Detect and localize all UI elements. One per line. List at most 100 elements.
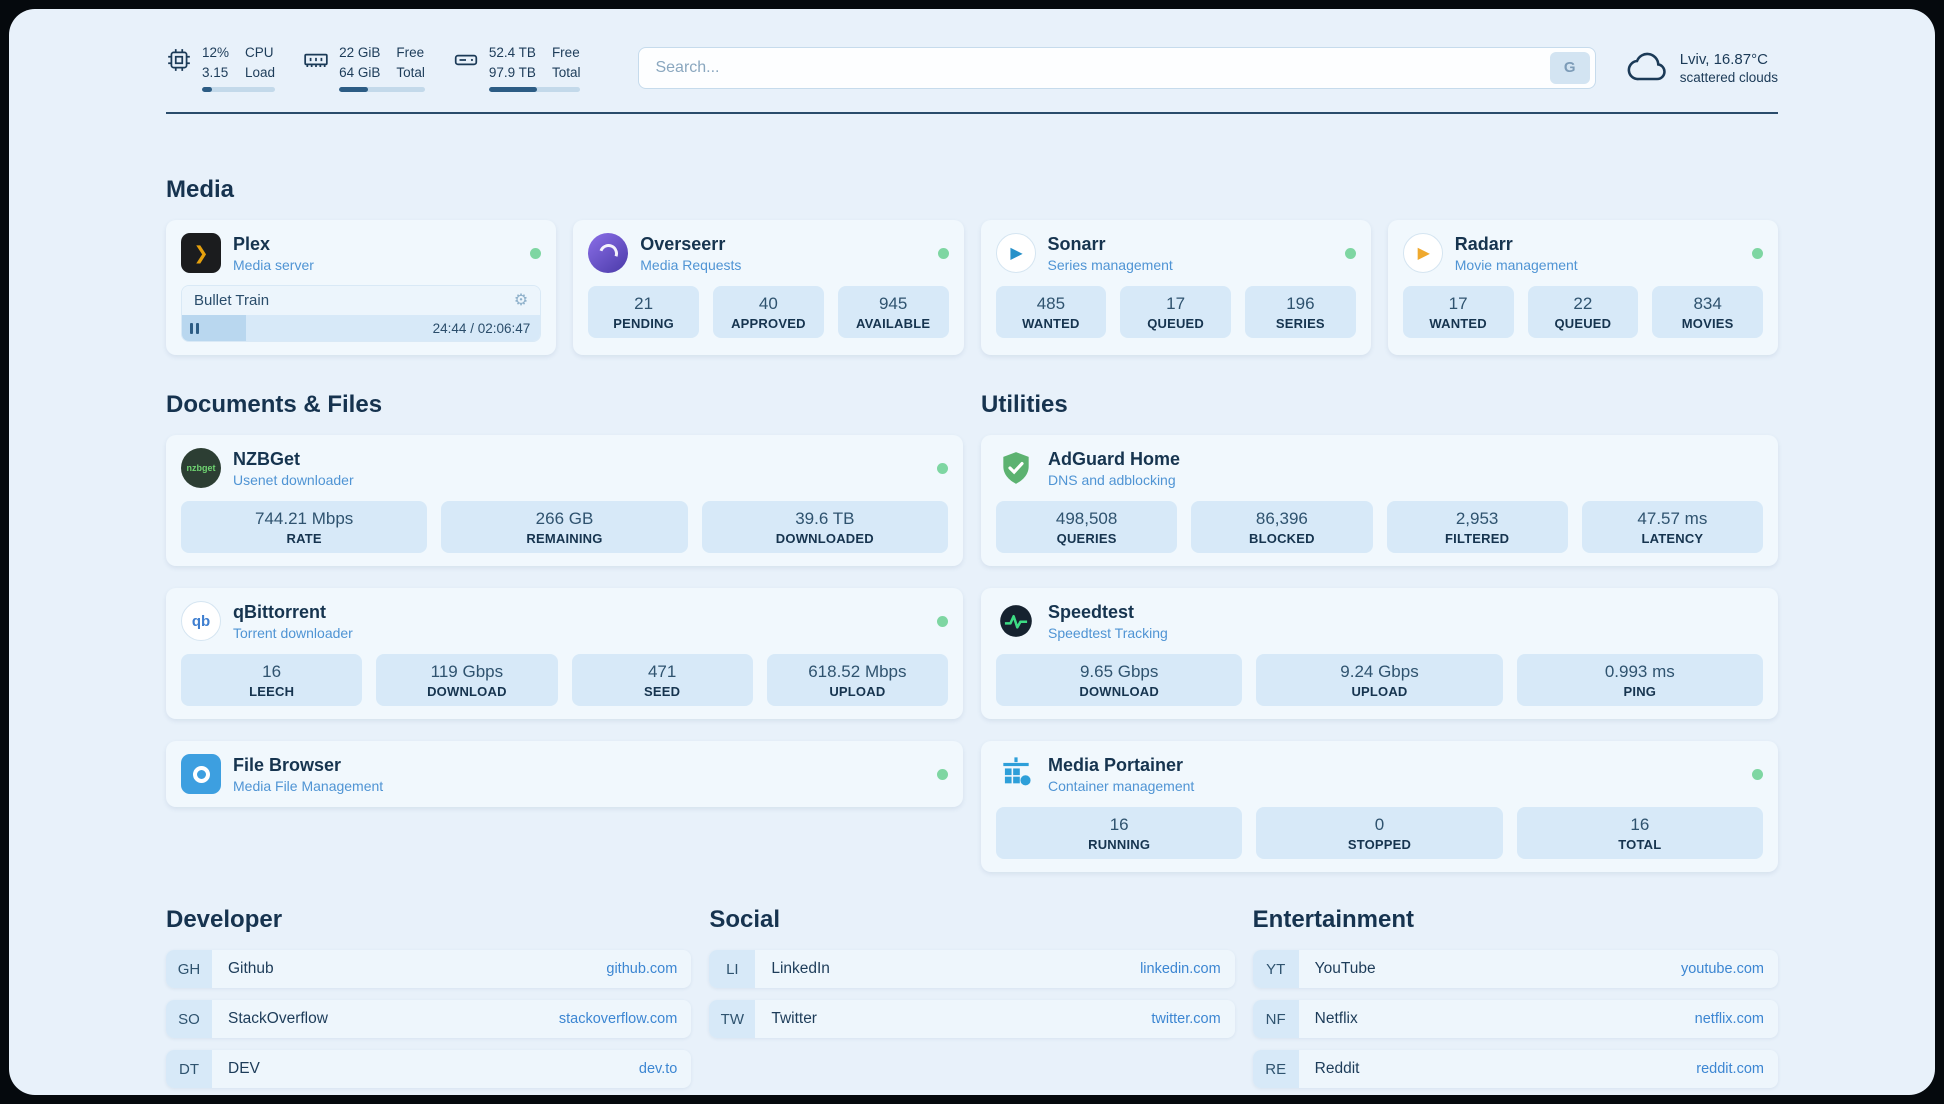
adguard-icon (996, 448, 1036, 488)
weather-condition: scattered clouds (1679, 69, 1778, 85)
social-column: Social LI LinkedIn linkedin.com TW Twitt… (709, 906, 1235, 1088)
stat-box: 471 SEED (571, 654, 753, 707)
disk-icon (453, 47, 479, 73)
section-title-developer: Developer (166, 906, 283, 934)
ram-widget: 22 GiB 64 GiB Free Total (303, 43, 425, 93)
bookmark-url: reddit.com (1696, 1061, 1764, 1078)
bookmark-github[interactable]: GH Github github.com (166, 950, 692, 989)
status-dot (937, 462, 948, 474)
stat-box: 17 WANTED (1402, 286, 1514, 339)
search-engine-button[interactable]: G (1549, 51, 1590, 84)
ram-free: 22 GiB (339, 45, 381, 60)
app-desc: Usenet downloader (233, 471, 354, 488)
topbar-divider (166, 112, 1778, 115)
bookmark-abbr: SO (166, 1000, 212, 1039)
app-card-adguard[interactable]: AdGuard Home DNS and adblocking 498,508 … (981, 435, 1778, 567)
app-desc: Container management (1048, 777, 1195, 794)
gear-icon[interactable]: ⚙ (513, 291, 529, 309)
search-input[interactable] (655, 58, 1550, 77)
portainer-icon (996, 754, 1036, 794)
app-card-overseerr[interactable]: Overseerr Media Requests 21 PENDING 40 A… (573, 220, 964, 356)
stat-box: 485 WANTED (995, 286, 1107, 339)
search-bar: G (638, 46, 1596, 89)
weather-location: Lviv, 16.87°C (1679, 50, 1768, 68)
stat-box: 498,508 QUERIES (996, 501, 1178, 554)
developer-column: Developer GH Github github.com SO StackO… (166, 906, 692, 1089)
cpu-labels: CPU Load (245, 43, 275, 82)
app-card-portainer[interactable]: Media Portainer Container management 16 … (981, 741, 1778, 873)
app-card-plex[interactable]: ❯ Plex Media server Bullet Train ⚙ (166, 220, 557, 356)
bookmark-name: YouTube (1314, 960, 1376, 978)
section-title-social: Social (709, 906, 781, 934)
stat-box: 21 PENDING (588, 286, 699, 339)
app-card-qbittorrent[interactable]: qb qBittorrent Torrent downloader 16 LEE… (166, 588, 963, 720)
stat-box: 0.993 ms PING (1516, 654, 1763, 707)
bookmark-url: youtube.com (1680, 961, 1764, 978)
app-card-radarr[interactable]: ▶ Radarr Movie management 17 WANTED 22 Q… (1387, 220, 1778, 356)
stat-box: 2,953 FILTERED (1386, 501, 1568, 554)
stat-box: 9.65 Gbps DOWNLOAD (996, 654, 1243, 707)
app-name: Plex (233, 233, 271, 254)
overseerr-icon (588, 233, 629, 274)
stat-box: 40 APPROVED (713, 286, 824, 339)
app-card-filebrowser[interactable]: File Browser Media File Management (166, 741, 963, 808)
app-name: qBittorrent (233, 601, 326, 622)
bookmark-url: netflix.com (1694, 1011, 1764, 1028)
app-desc: Movie management (1454, 256, 1578, 273)
cpu-sublabel: Load (245, 64, 276, 80)
stat-box: 22 QUEUED (1527, 286, 1639, 339)
app-name: Radarr (1454, 233, 1513, 254)
stat-box: 744.21 Mbps RATE (181, 501, 428, 554)
weather-widget: Lviv, 16.87°C scattered clouds (1626, 46, 1778, 90)
plex-icon: ❯ (181, 233, 221, 274)
stat-box: 47.57 ms LATENCY (1581, 501, 1763, 554)
bookmark-name: Twitter (771, 1010, 817, 1028)
bookmark-abbr: LI (709, 950, 756, 989)
app-desc: Torrent downloader (233, 624, 353, 641)
disk-free: 52.4 TB (488, 45, 536, 60)
stat-box: 618.52 Mbps UPLOAD (766, 654, 948, 707)
stat-box: 119 Gbps DOWNLOAD (376, 654, 558, 707)
stat-box: 196 SERIES (1245, 286, 1356, 339)
bookmark-url: stackoverflow.com (558, 1011, 678, 1028)
bookmark-url: github.com (606, 961, 678, 978)
app-name: NZBGet (233, 448, 300, 469)
bookmark-abbr: NF (1252, 1000, 1299, 1039)
bookmark-abbr: RE (1252, 1050, 1299, 1089)
status-dot (1344, 247, 1356, 259)
bookmark-linkedin[interactable]: LI LinkedIn linkedin.com (709, 950, 1235, 989)
app-card-speedtest[interactable]: Speedtest Speedtest Tracking 9.65 Gbps D… (981, 588, 1778, 720)
bookmark-abbr: YT (1252, 950, 1299, 989)
status-dot (530, 247, 542, 259)
disk-sublabel: Total (551, 64, 581, 80)
app-card-sonarr[interactable]: ▶ Sonarr Series management 485 WANTED 17… (980, 220, 1371, 356)
app-desc: Media File Management (233, 777, 384, 794)
bookmark-dev[interactable]: DT DEV dev.to (166, 1050, 692, 1089)
cpu-label: CPU (245, 45, 274, 60)
app-card-nzbget[interactable]: nzbget NZBGet Usenet downloader 744.21 M… (166, 435, 963, 567)
stat-box: 16 TOTAL (1516, 807, 1763, 860)
ram-progressbar (339, 87, 425, 93)
bookmark-name: DEV (228, 1060, 260, 1078)
bookmark-reddit[interactable]: RE Reddit reddit.com (1252, 1050, 1778, 1089)
bookmark-youtube[interactable]: YT YouTube youtube.com (1252, 950, 1778, 989)
section-title-utilities: Utilities (981, 391, 1068, 419)
bookmark-stackoverflow[interactable]: SO StackOverflow stackoverflow.com (166, 1000, 692, 1039)
app-name: File Browser (233, 754, 342, 775)
utilities-column: Utilities AdGuard Home DNS and adblockin… (981, 391, 1778, 873)
bookmark-url: dev.to (638, 1061, 678, 1078)
sonarr-icon: ▶ (995, 233, 1036, 274)
entertainment-column: Entertainment YT YouTube youtube.com NF … (1252, 906, 1778, 1089)
status-dot (937, 615, 948, 627)
section-title-media: Media (166, 176, 235, 204)
speedtest-icon (996, 601, 1036, 641)
status-dot (937, 768, 948, 780)
bookmark-twitter[interactable]: TW Twitter twitter.com (709, 1000, 1235, 1039)
app-name: Sonarr (1047, 233, 1106, 254)
bookmark-netflix[interactable]: NF Netflix netflix.com (1252, 1000, 1778, 1039)
playback-progressbar: 24:44 / 02:06:47 (182, 315, 541, 342)
topbar: 12% 3.15 CPU Load (166, 9, 1778, 93)
app-desc: Media server (233, 256, 314, 273)
status-dot (1752, 768, 1763, 780)
app-desc: Speedtest Tracking (1048, 624, 1168, 641)
